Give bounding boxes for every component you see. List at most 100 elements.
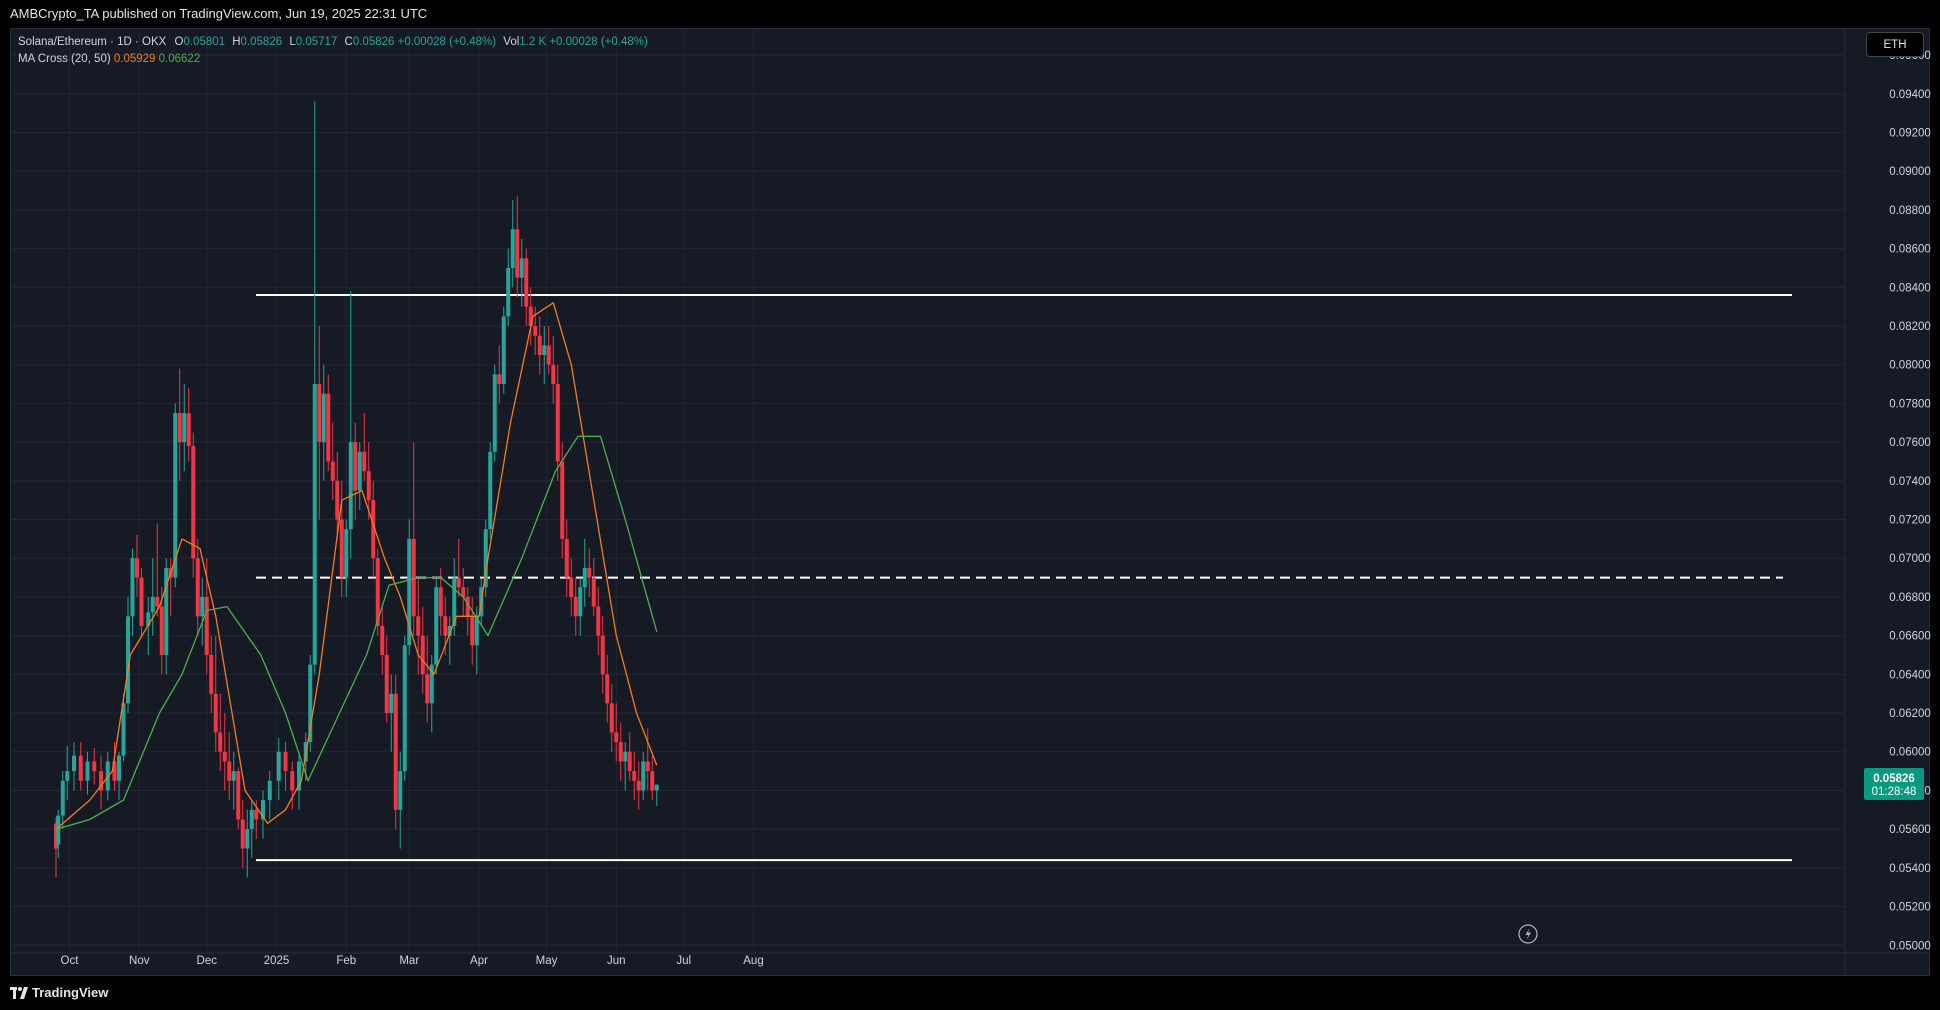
candle-body [117, 755, 121, 781]
candle [236, 767, 241, 830]
candle [573, 577, 578, 636]
candle-body [231, 771, 236, 781]
candle [398, 751, 403, 849]
candle-body [533, 326, 538, 336]
candle-body [515, 229, 520, 278]
price-tick-label: 0.07600 [1889, 437, 1931, 449]
candle [231, 751, 236, 810]
candle [393, 674, 398, 830]
candle [636, 761, 641, 810]
candle-body [528, 306, 533, 327]
candle [218, 693, 223, 772]
candle-body [186, 413, 191, 446]
candle [317, 326, 322, 520]
low-value: 0.05717 [295, 36, 338, 48]
symbol-name: Solana/Ethereum · 1D · OKX [18, 36, 167, 48]
time-axis: Oct Nov Dec 2025 Feb Mar Apr May Jun Jul Aug [61, 955, 764, 967]
candle-body [357, 451, 362, 491]
candle [249, 800, 254, 859]
candle [582, 538, 587, 607]
candle-body [177, 413, 182, 443]
candle [366, 442, 371, 520]
candle-body [99, 771, 103, 791]
candle [227, 732, 232, 801]
price-tick-label: 0.07200 [1889, 515, 1931, 527]
candle [283, 742, 288, 791]
time-tick-label: Apr [470, 955, 488, 967]
candle-body [344, 529, 349, 578]
candle-body [209, 654, 214, 694]
candle [506, 248, 511, 327]
candle [321, 364, 326, 481]
price-tick-label: 0.08600 [1889, 244, 1931, 256]
candle [54, 817, 58, 878]
candle [164, 558, 169, 675]
time-tick-label: Nov [129, 955, 150, 967]
candles [54, 101, 659, 878]
candle [447, 616, 452, 665]
candle [537, 316, 542, 375]
candle [335, 451, 340, 539]
close-label: C [344, 36, 353, 48]
candle-body [546, 345, 551, 365]
candle [542, 326, 547, 385]
candle-body [492, 374, 497, 452]
candle [126, 596, 130, 714]
candle-body [488, 451, 493, 530]
price-tick-label: 0.08400 [1889, 282, 1931, 294]
candle-body [470, 616, 475, 646]
candle-body [290, 771, 295, 791]
ma-label: MA Cross (20, 50) [18, 53, 111, 65]
grid-lines [10, 28, 1845, 953]
candle-body [213, 693, 218, 733]
candle-body [398, 771, 403, 810]
candle [492, 364, 497, 462]
price-tick-label: 0.06600 [1889, 631, 1931, 643]
candle [78, 742, 83, 791]
chart-panel[interactable] [10, 28, 1930, 976]
candle-body [497, 374, 502, 385]
price-tick-label: 0.06000 [1889, 747, 1931, 759]
candle-body [191, 445, 196, 559]
candle-body [578, 587, 583, 617]
price-tag-bg [1864, 768, 1924, 800]
candle [276, 738, 281, 801]
candle [429, 654, 434, 733]
currency-button[interactable]: ETH [1866, 32, 1924, 57]
volume-value: 1.2 K [519, 36, 547, 48]
candle-body [130, 558, 135, 617]
candle-body [560, 461, 565, 539]
candle-body [267, 780, 272, 801]
candle [92, 747, 97, 785]
close-value: 0.05826 [352, 36, 395, 48]
lightning-icon[interactable] [1518, 924, 1538, 944]
candle-body [600, 635, 605, 675]
candle [56, 809, 61, 859]
change-value: +0.00028 (+0.48%) [397, 36, 497, 48]
candle-body [317, 384, 322, 443]
tradingview-brand: TradingView [32, 985, 109, 1000]
candle [348, 291, 353, 559]
candle-body [56, 815, 61, 845]
candle [155, 523, 160, 617]
candle-body [375, 558, 380, 626]
tradingview-logo[interactable]: TradingView [10, 985, 108, 1000]
candle [416, 577, 421, 675]
candle-body [173, 413, 178, 578]
candle-body [353, 442, 358, 491]
candle [632, 751, 637, 801]
candle-body [245, 829, 250, 849]
candle [609, 684, 614, 752]
candle [605, 654, 610, 723]
candle [650, 755, 655, 801]
candle-body [384, 654, 389, 714]
candle [135, 535, 139, 597]
candle [209, 635, 214, 714]
candle-body [155, 596, 160, 607]
candle [312, 101, 317, 675]
price-tick-label: 0.05000 [1889, 940, 1931, 952]
candle-body [447, 625, 452, 636]
time-tick-label: May [536, 955, 558, 967]
candle [569, 558, 574, 617]
